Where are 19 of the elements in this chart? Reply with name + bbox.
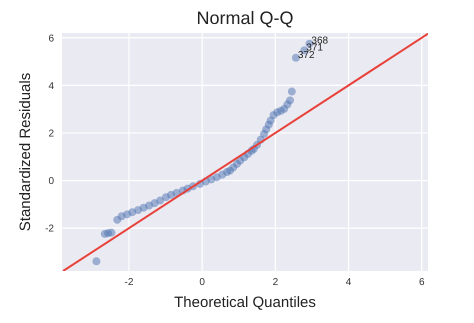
y-tick-label: -2 (45, 224, 54, 235)
chart-title: Normal Q-Q (196, 8, 294, 28)
y-tick-label: 0 (48, 176, 54, 188)
x-tick-label: 2 (272, 277, 279, 288)
x-tick-label: -2 (124, 277, 134, 288)
y-tick-label: 2 (48, 128, 54, 140)
y-axis-title: Standardized Residuals (17, 72, 34, 232)
point (107, 228, 116, 237)
x-tick-label: 0 (199, 277, 206, 288)
x-tick-label: 4 (346, 277, 352, 288)
point (156, 196, 164, 205)
annotation: 372 (298, 50, 315, 61)
y-tick-label: 6 (48, 33, 54, 44)
y-tick-label: 4 (48, 80, 54, 92)
point (286, 96, 294, 104)
x-axis-title: Theoretical Quantiles (174, 294, 316, 311)
point (92, 257, 100, 266)
point (288, 88, 296, 96)
x-tick-label: 6 (418, 277, 425, 288)
